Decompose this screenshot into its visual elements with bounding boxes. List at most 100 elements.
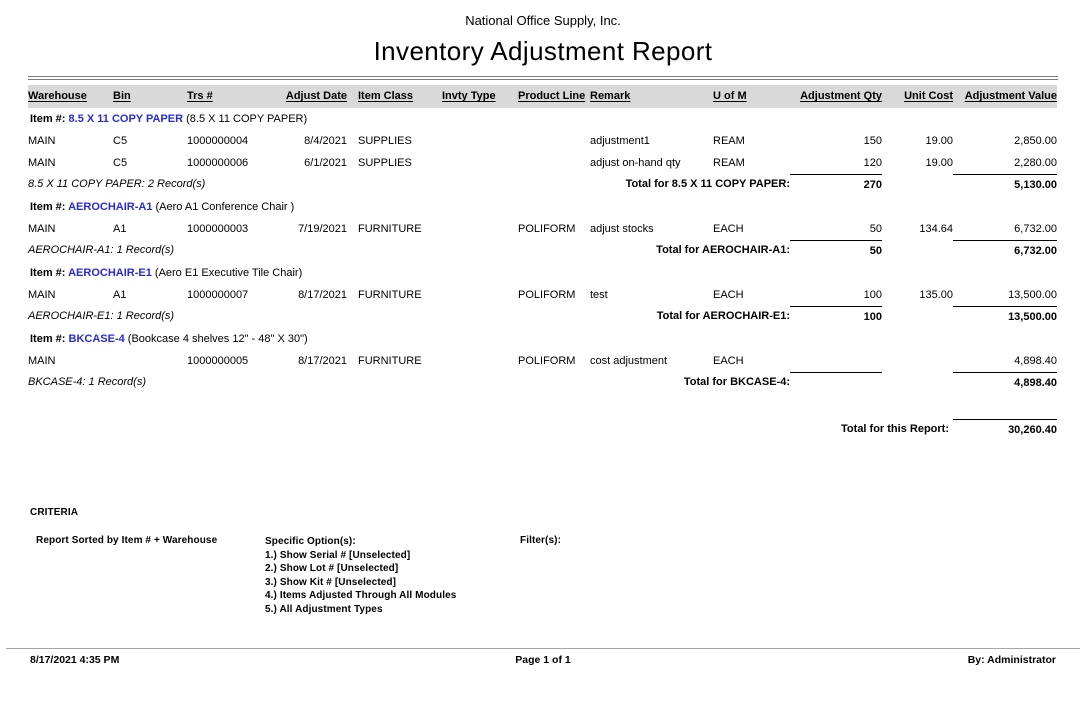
cell-value: 6,732.00 [1014, 223, 1057, 235]
report-table: Warehouse Bin Trs # Adjust Date Item Class In… [28, 85, 1057, 394]
item-description: (Aero A1 Conference Chair ) [152, 201, 295, 213]
footer-page-number: Page 1 of 1 [515, 654, 571, 666]
cell-qty: 150 [863, 135, 882, 147]
column-header-8: Remark [590, 90, 631, 102]
group-header-row: Item #: BKCASE-4 (Bookcase 4 shelves 12"… [28, 328, 1057, 350]
group-total-label: Total for BKCASE-4: [683, 376, 790, 388]
cell-remark: adjust on-hand qty [590, 157, 681, 169]
column-header-9: U of M [713, 90, 747, 102]
cell-adjust-date: 8/17/2021 [298, 289, 347, 301]
item-number-label: Item #: [30, 333, 69, 345]
group-total-qty [790, 372, 882, 394]
criteria-option: 1.) Show Serial # [Unselected] [265, 549, 411, 561]
column-header-7: Product Line [518, 90, 586, 102]
company-name: National Office Supply, Inc. [465, 13, 621, 28]
cell-unit-cost: 135.00 [919, 289, 953, 301]
cell-uofm: REAM [713, 135, 745, 147]
group-record-count: AEROCHAIR-A1: 1 Record(s) [28, 244, 175, 256]
cell-invty-type [442, 218, 518, 240]
cell-item-class: SUPPLIES [358, 135, 412, 147]
group-total-value: 5,130.00 [953, 174, 1057, 196]
cell-invty-type [442, 350, 518, 372]
item-code-link[interactable]: AEROCHAIR-E1 [68, 267, 152, 279]
group-total-label: Total for AEROCHAIR-E1: [656, 310, 790, 322]
cell-adjust-date: 7/19/2021 [298, 223, 347, 235]
table-row: MAIN A1 1000000007 8/17/2021 FURNITURE POLIFO… [28, 284, 1057, 306]
item-code-link[interactable]: BKCASE-4 [68, 333, 125, 345]
cell-unit-cost [882, 350, 953, 372]
group-footer-row: 8.5 X 11 COPY PAPER: 2 Record(s) Total fo… [28, 174, 1057, 196]
table-body: Item #: 8.5 X 11 COPY PAPER (8.5 X 11 CO… [28, 108, 1057, 394]
group-record-count: 8.5 X 11 COPY PAPER: 2 Record(s) [28, 178, 206, 190]
group-total-cost-spacer [882, 174, 953, 196]
cell-trs: 1000000005 [187, 355, 249, 367]
group-footer-row: AEROCHAIR-A1: 1 Record(s) Total for AEROC… [28, 240, 1057, 262]
group-total-qty: 100 [790, 306, 882, 328]
cell-value: 2,850.00 [1014, 135, 1057, 147]
report-total-label: Total for this Report: [841, 423, 949, 435]
item-code-link[interactable]: AEROCHAIR-A1 [68, 201, 153, 213]
cell-warehouse: MAIN [28, 135, 56, 147]
cell-value: 13,500.00 [1008, 289, 1057, 301]
report-title: Inventory Adjustment Report [373, 36, 713, 66]
group-total-label: Total for 8.5 X 11 COPY PAPER: [625, 178, 790, 190]
group-record-count: AEROCHAIR-E1: 1 Record(s) [28, 310, 175, 322]
criteria-option: 4.) Items Adjusted Through All Modules [265, 590, 457, 602]
group-footer-row: AEROCHAIR-E1: 1 Record(s) Total for AEROC… [28, 306, 1057, 328]
criteria-option: 3.) Show Kit # [Unselected] [265, 576, 397, 588]
column-header-12: Adjustment Value [964, 90, 1057, 102]
cell-warehouse: MAIN [28, 223, 56, 235]
column-header-11: Unit Cost [904, 90, 953, 102]
criteria-options-label: Specific Option(s): [265, 536, 356, 547]
cell-adjust-date: 8/4/2021 [304, 135, 347, 147]
table-row: MAIN C5 1000000004 8/4/2021 SUPPLIES adjustme… [28, 130, 1057, 152]
cell-uofm: EACH [713, 289, 744, 301]
cell-bin: A1 [113, 223, 127, 235]
criteria-filters-label: Filter(s): [520, 535, 561, 546]
table-row: MAIN 1000000005 8/17/2021 FURNITURE POLIFORM… [28, 350, 1057, 372]
cell-adjust-date: 8/17/2021 [298, 355, 347, 367]
column-header-10: Adjustment Qty [800, 90, 882, 102]
group-header-row: Item #: AEROCHAIR-A1 (Aero A1 Conference… [28, 196, 1057, 218]
cell-qty: 120 [863, 157, 882, 169]
column-header-1: Warehouse [28, 90, 87, 102]
column-header-3: Trs # [187, 90, 213, 102]
cell-unit-cost: 134.64 [919, 223, 953, 235]
table-row: MAIN A1 1000000003 7/19/2021 FURNITURE POLIFO… [28, 218, 1057, 240]
group-total-value: 6,732.00 [953, 240, 1057, 262]
cell-invty-type [442, 130, 518, 152]
cell-unit-cost: 19.00 [925, 157, 953, 169]
cell-product-line: POLIFORM [518, 223, 576, 235]
criteria-options: Specific Option(s): 1.) Show Serial # [U… [265, 535, 456, 617]
cell-bin: C5 [113, 157, 128, 169]
title-separator [28, 76, 1058, 80]
cell-warehouse: MAIN [28, 157, 56, 169]
cell-trs: 1000000006 [187, 157, 249, 169]
criteria-option: 2.) Show Lot # [Unselected] [265, 563, 399, 575]
cell-invty-type [442, 284, 518, 306]
group-record-count: BKCASE-4: 1 Record(s) [28, 376, 146, 388]
cell-remark: adjust stocks [590, 223, 654, 235]
table-header-row: Warehouse Bin Trs # Adjust Date Item Class In… [28, 85, 1057, 108]
cell-invty-type [442, 152, 518, 174]
cell-unit-cost: 19.00 [925, 135, 953, 147]
cell-uofm: EACH [713, 355, 744, 367]
cell-trs: 1000000007 [187, 289, 249, 301]
cell-trs: 1000000004 [187, 135, 249, 147]
footer-by-user: By: Administrator [967, 654, 1056, 666]
column-header-6: Invty Type [442, 90, 496, 102]
criteria-sort: Report Sorted by Item # + Warehouse [36, 535, 218, 546]
cell-item-class: FURNITURE [358, 223, 422, 235]
group-header-row: Item #: 8.5 X 11 COPY PAPER (8.5 X 11 CO… [28, 108, 1057, 130]
cell-remark: cost adjustment [590, 355, 668, 367]
column-header-4: Adjust Date [285, 90, 347, 102]
item-code-link[interactable]: 8.5 X 11 COPY PAPER [68, 113, 184, 125]
cell-bin: C5 [113, 135, 128, 147]
table-row: MAIN C5 1000000006 6/1/2021 SUPPLIES adjust o… [28, 152, 1057, 174]
cell-item-class: FURNITURE [358, 289, 422, 301]
item-description: (Bookcase 4 shelves 12" - 48" X 30") [124, 333, 308, 345]
report-total-value: 30,260.40 [953, 419, 1057, 441]
cell-product-line: POLIFORM [518, 289, 576, 301]
group-total-label: Total for AEROCHAIR-A1: [656, 244, 790, 256]
